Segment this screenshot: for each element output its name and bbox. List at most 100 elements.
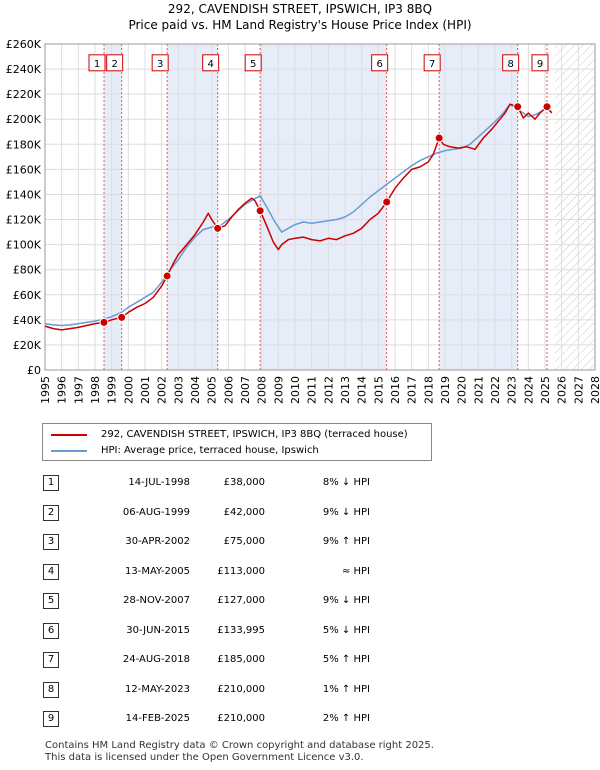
series-line-property	[44, 103, 553, 331]
chart-legend: 292, CAVENDISH STREET, IPSWICH, IP3 8BQ …	[42, 423, 432, 461]
sale-hpi-comparison: 9% ↓ HPI	[322, 506, 370, 518]
sale-date: 24-AUG-2018	[122, 654, 190, 665]
sale-price: £127,000	[217, 595, 265, 606]
sale-point-2	[117, 312, 127, 322]
x-tick-label-1998: 1998	[89, 376, 102, 404]
sale-point-9	[542, 102, 552, 112]
table-row: 5 28-NOV-2007 £127,000 9% ↓ HPI	[0, 593, 600, 613]
chart-title: 292, CAVENDISH STREET, IPSWICH, IP3 8BQ	[167, 2, 433, 16]
legend-label-hpi: HPI: Average price, terraced house, Ipsw…	[101, 445, 319, 456]
sale-point-8	[513, 102, 523, 112]
sale-date: 14-FEB-2025	[125, 713, 190, 724]
x-tick-label-2022: 2022	[489, 376, 502, 404]
sale-hpi-comparison: 9% ↓ HPI	[322, 595, 370, 606]
sale-date: 06-AUG-1999	[122, 506, 190, 518]
x-tick-label-2020: 2020	[456, 376, 469, 404]
sale-date: 13-MAY-2005	[124, 565, 190, 577]
sale-hpi-comparison: 9% ↑ HPI	[322, 536, 370, 547]
x-tick-label-2011: 2011	[306, 376, 319, 404]
sale-box-label-2: 2	[111, 59, 117, 70]
x-tick-label-2001: 2001	[139, 376, 152, 404]
sale-point-1	[99, 317, 109, 327]
table-row: 9 14-FEB-2025 £210,000 2% ↑ HPI	[0, 711, 600, 731]
sale-box-label-8: 8	[507, 59, 513, 70]
sale-number-box: 5	[43, 593, 59, 609]
x-tick-label-2005: 2005	[206, 376, 219, 404]
sale-box-label-4: 4	[207, 59, 213, 70]
sale-box-label-9: 9	[537, 59, 543, 70]
shaded-range-2	[167, 44, 218, 370]
sale-price: £210,000	[217, 713, 265, 724]
x-tick-label-2009: 2009	[272, 376, 285, 404]
sale-date: 14-JUL-1998	[128, 477, 190, 488]
x-tick-label-2021: 2021	[472, 376, 485, 404]
y-tick-label-5: £100K	[6, 239, 42, 252]
footer-copyright: Contains HM Land Registry data © Crown c…	[45, 740, 434, 751]
y-tick-label-1: £20K	[13, 339, 42, 352]
sale-price: £185,000	[217, 654, 265, 665]
legend-line-blue	[51, 450, 87, 452]
y-tick-label-2: £40K	[13, 314, 42, 327]
sale-number-box: 9	[43, 711, 59, 727]
shaded-range-1	[104, 44, 122, 370]
table-row: 3 30-APR-2002 £75,000 9% ↑ HPI	[0, 534, 600, 554]
sale-number-box: 4	[43, 563, 59, 580]
legend-line-red	[51, 434, 87, 436]
sale-hpi-comparison: 2% ↑ HPI	[322, 713, 370, 724]
sale-hpi-comparison: 5% ↑ HPI	[322, 654, 370, 665]
sale-point-5	[255, 206, 265, 216]
sale-box-label-3: 3	[157, 59, 163, 70]
sale-box-5	[244, 54, 262, 72]
chart-subtitle: Price paid vs. HM Land Registry's House …	[128, 18, 472, 32]
sale-box-label-1: 1	[94, 59, 100, 70]
future-region	[555, 44, 595, 370]
y-tick-label-13: £260K	[6, 38, 42, 51]
y-tick-label-0: £0	[27, 364, 41, 377]
x-tick-label-2019: 2019	[439, 376, 452, 404]
x-tick-label-2006: 2006	[222, 376, 235, 404]
sale-number-box: 1	[43, 475, 59, 491]
sale-box-label-5: 5	[250, 59, 256, 70]
x-tick-label-1997: 1997	[72, 376, 85, 404]
sale-box-label-7: 7	[429, 59, 435, 70]
x-tick-label-2008: 2008	[256, 376, 269, 404]
sale-number-box: 6	[43, 622, 59, 639]
sale-price: £38,000	[223, 477, 265, 488]
sale-price: £75,000	[223, 536, 265, 547]
x-tick-label-2013: 2013	[339, 376, 352, 404]
y-tick-label-10: £200K	[6, 113, 42, 126]
x-tick-label-2002: 2002	[156, 376, 169, 404]
x-tick-label-2027: 2027	[572, 376, 585, 404]
table-row: 7 24-AUG-2018 £185,000 5% ↑ HPI	[0, 652, 600, 672]
sale-date: 30-JUN-2015	[126, 624, 190, 636]
x-tick-label-2026: 2026	[556, 376, 569, 404]
sale-hpi-comparison: 5% ↓ HPI	[322, 624, 370, 636]
sale-box-6	[371, 54, 389, 72]
shaded-range-3	[260, 44, 387, 370]
x-tick-label-2007: 2007	[239, 376, 252, 404]
table-row: 8 12-MAY-2023 £210,000 1% ↑ HPI	[0, 681, 600, 702]
legend-label-property: 292, CAVENDISH STREET, IPSWICH, IP3 8BQ …	[101, 429, 408, 440]
y-tick-label-3: £60K	[13, 289, 42, 302]
sale-number-box: 8	[43, 681, 59, 698]
x-tick-label-2015: 2015	[372, 376, 385, 404]
plot-frame	[44, 43, 596, 371]
table-row: 1 14-JUL-1998 £38,000 8% ↓ HPI	[0, 475, 600, 495]
sale-number-box: 2	[43, 504, 59, 521]
sale-hpi-comparison: ≈ HPI	[341, 565, 370, 577]
x-tick-label-2000: 2000	[122, 376, 135, 404]
y-tick-label-4: £80K	[13, 264, 42, 277]
x-tick-label-2018: 2018	[422, 376, 435, 404]
sale-price: £210,000	[217, 683, 265, 695]
table-row: 4 13-MAY-2005 £113,000 ≈ HPI	[0, 563, 600, 584]
sale-price: £133,995	[217, 624, 265, 636]
sale-price: £113,000	[217, 565, 265, 577]
sale-point-7	[434, 133, 444, 143]
x-tick-label-2023: 2023	[506, 376, 519, 404]
sale-box-9	[531, 54, 549, 72]
y-tick-label-7: £140K	[6, 188, 42, 201]
x-tick-label-2024: 2024	[522, 376, 535, 404]
table-row: 2 06-AUG-1999 £42,000 9% ↓ HPI	[0, 504, 600, 525]
x-tick-label-2004: 2004	[189, 376, 202, 404]
sale-box-7	[423, 54, 441, 72]
